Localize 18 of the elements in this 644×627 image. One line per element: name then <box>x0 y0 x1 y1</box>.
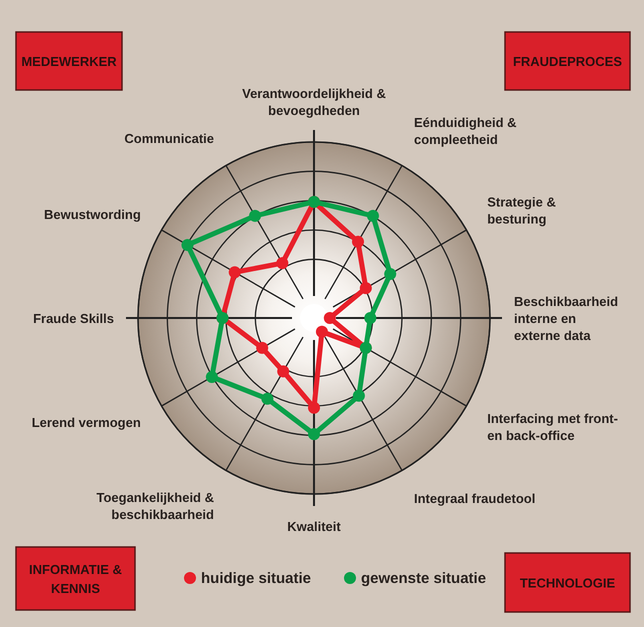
spoke-label: Integraal fraudetool <box>414 491 536 506</box>
spoke-label: Beschikbaarheid interne en externe data <box>514 294 618 343</box>
spoke-label: Kwaliteit <box>287 519 342 534</box>
spoke-label: Fraude Skills <box>33 311 114 326</box>
spoke-label: Toegankelijkheid & beschikbaarheid <box>96 490 214 522</box>
legend-label: huidige situatie <box>201 570 312 587</box>
spoke-label: Strategie & besturing <box>487 194 556 226</box>
spoke-label: Verantwoordelijkheid & bevoegdheden <box>242 86 386 118</box>
text: INFORMATIE & KENNIS <box>29 562 122 596</box>
spoke-label: Communicatie <box>124 130 214 146</box>
legend-label: gewenste situatie <box>361 570 486 587</box>
spoke-label: Interfacing met front- en back-office <box>487 410 618 443</box>
spoke-label: Eénduidigheid & compleetheid <box>414 115 517 148</box>
text: TECHNOLOGIE <box>520 576 616 590</box>
text: MEDEWERKER <box>21 54 118 69</box>
text: FRAUDEPROCES <box>512 54 622 69</box>
spoke-label: Bewustwording <box>44 207 141 222</box>
spoke-label: Lerend vermogen <box>32 415 141 430</box>
